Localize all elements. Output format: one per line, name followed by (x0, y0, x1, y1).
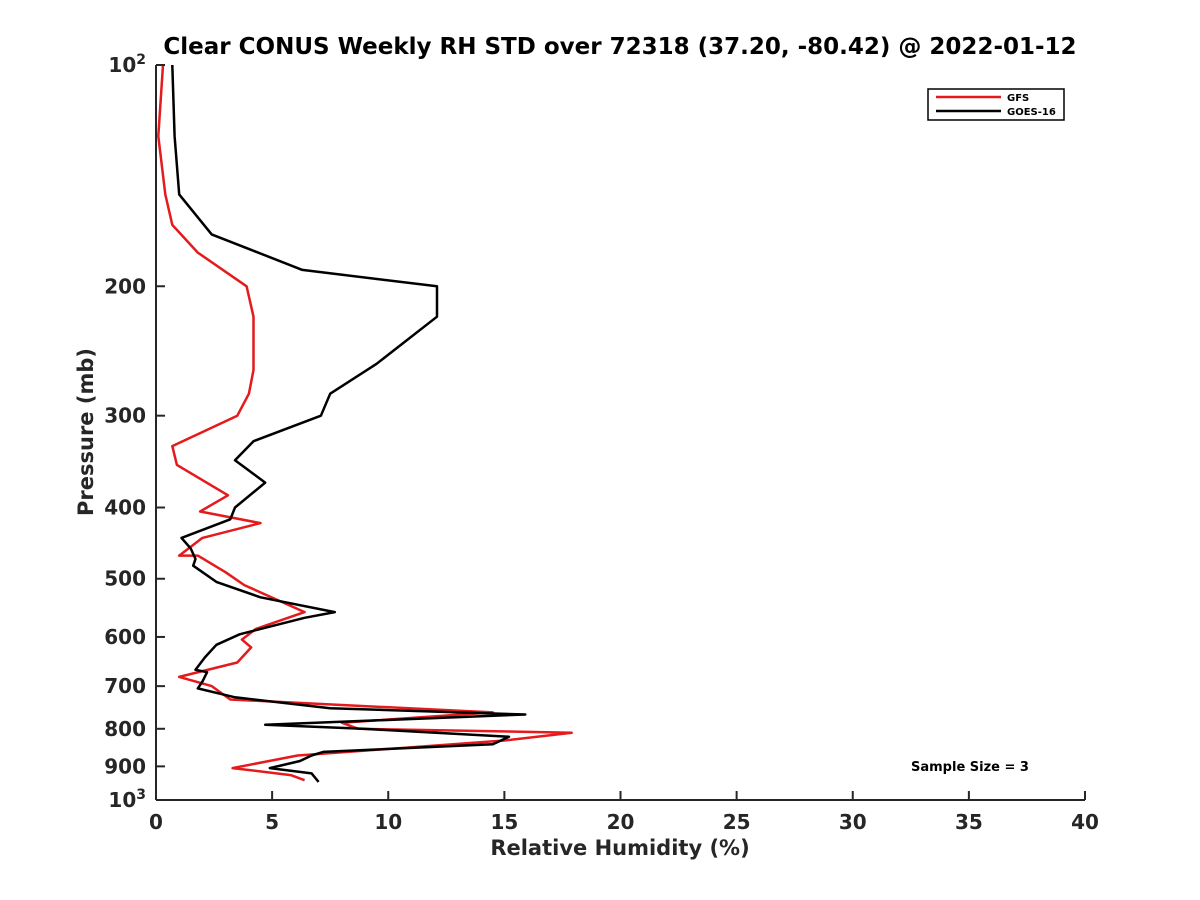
x-tick-label: 40 (1071, 810, 1099, 834)
y-tick-label: 600 (104, 625, 146, 649)
x-tick-label: 35 (955, 810, 983, 834)
y-axis-title: Pressure (mb) (74, 348, 98, 516)
x-tick-label: 20 (607, 810, 635, 834)
x-tick-label: 30 (839, 810, 867, 834)
legend-box (927, 88, 1065, 121)
x-tick-label: 25 (723, 810, 751, 834)
series-line-gfs (157, 64, 573, 782)
y-tick-label: 103 (108, 787, 146, 812)
y-ticks: 102 200 300 400 500 600 700 800 900 103 (104, 52, 165, 812)
y-tick-label: 700 (104, 674, 146, 698)
y-tick-label: 400 (104, 496, 146, 520)
legend-label-goes-16: GOES-16 (1007, 107, 1056, 118)
x-tick-label: 5 (265, 810, 279, 834)
y-tick-label: 500 (104, 567, 146, 591)
plot-lines (157, 64, 573, 783)
legend: GFS GOES-16 (927, 88, 1065, 121)
sample-size-annotation: Sample Size = 3 (911, 760, 1029, 775)
x-tick-label: 0 (149, 810, 163, 834)
x-tick-label: 10 (374, 810, 402, 834)
x-axis-title: Relative Humidity (%) (490, 836, 749, 860)
chart-title: Clear CONUS Weekly RH STD over 72318 (37… (163, 34, 1076, 60)
y-tick-label: 800 (104, 717, 146, 741)
series-line-goes-16 (171, 64, 527, 783)
y-tick-label: 200 (104, 274, 146, 298)
legend-label-gfs: GFS (1007, 93, 1029, 104)
x-ticks: 0 5 10 15 20 25 30 35 40 (149, 791, 1099, 834)
y-tick-label: 300 (104, 404, 146, 428)
x-tick-label: 15 (490, 810, 518, 834)
y-tick-label: 900 (104, 754, 146, 778)
y-tick-label: 102 (108, 52, 146, 77)
